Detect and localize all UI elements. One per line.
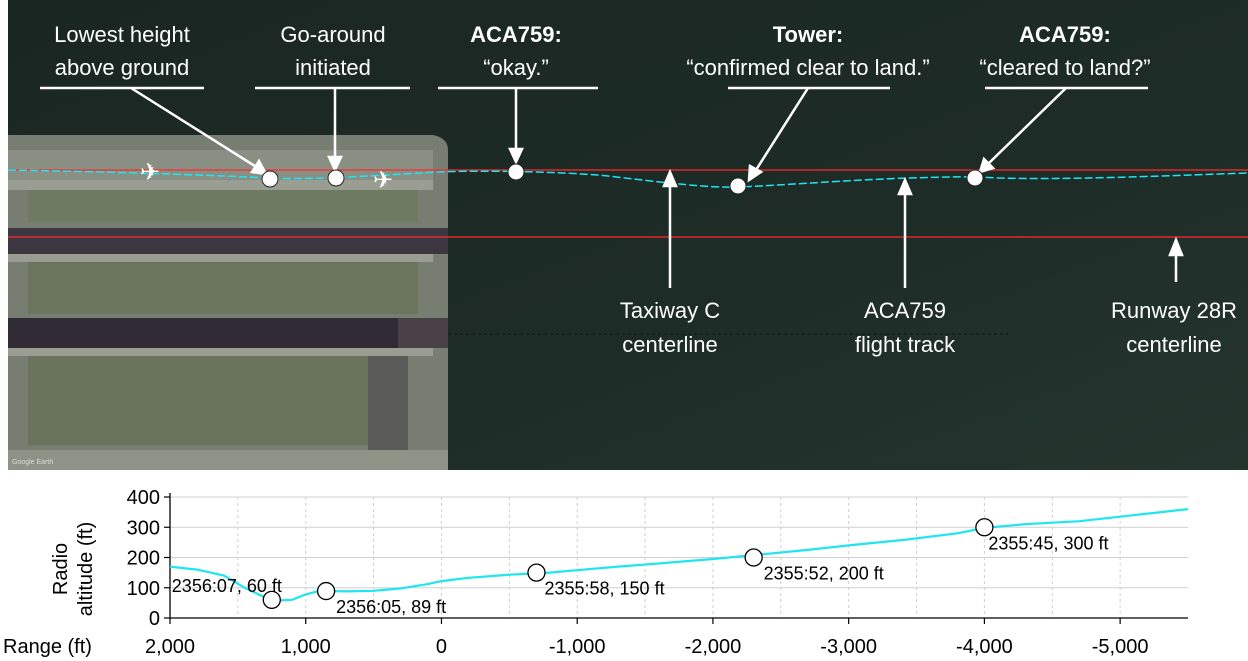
position-marker <box>729 177 747 195</box>
aca759-okay-callout-line1: ACA759: <box>470 22 562 47</box>
y-tick-label: 300 <box>127 517 160 539</box>
position-marker <box>507 163 525 181</box>
y-axis-label-line1: Radio <box>50 543 72 595</box>
position-marker <box>327 169 345 187</box>
data-point-label: 2355:52, 200 ft <box>764 564 884 584</box>
x-tick-label: -1,000 <box>549 636 606 658</box>
tower-callout-line1: Tower: <box>773 22 843 47</box>
attribution-text: Google Earth <box>12 459 53 466</box>
lowest-height-callout-line1: Lowest height <box>54 22 190 47</box>
x-tick-label: 1,000 <box>281 636 331 658</box>
data-point-label: 2355:58, 150 ft <box>544 579 664 599</box>
runway-28r-label-line2: centerline <box>1126 332 1221 357</box>
go-around-callout-line2: initiated <box>295 55 371 80</box>
data-point-marker <box>527 563 546 582</box>
x-tick-label: -3,000 <box>820 636 877 658</box>
x-tick-label: 0 <box>436 636 447 658</box>
runway-28l <box>8 228 448 254</box>
callout-arrow <box>130 86 259 170</box>
position-marker <box>261 170 279 188</box>
chart-tick-labels: 0 100 200 300 400 2,000 1,000 0 -1,000 -2,000 -3,0… <box>127 487 1149 658</box>
aircraft-icon: ✈ <box>140 159 160 186</box>
data-point-label: 2355:45, 300 ft <box>988 533 1108 553</box>
lowest-height-callout-line2: above ground <box>55 55 190 80</box>
aca759-okay-callout-line2: “okay.” <box>483 55 549 80</box>
tower-callout-line2: “confirmed clear to land.” <box>686 55 929 80</box>
altitude-chart: 2356:07, 60 ft 2356:05, 89 ft 2355:58, 150… <box>3 487 1189 658</box>
aerial-photo: ✈ ✈ Lowest height above ground <box>8 0 1248 470</box>
flight-track-label-line2: flight track <box>855 332 956 357</box>
y-axis-label-line2: altitude (ft) <box>75 522 97 616</box>
data-point-marker <box>744 548 763 567</box>
aircraft-icon: ✈ <box>373 167 393 194</box>
data-point-label: 2356:07, 60 ft <box>172 576 282 596</box>
aca759-cleared-callout-line2: “cleared to land?” <box>979 55 1150 80</box>
runway-28r-label-line1: Runway 28R <box>1111 298 1237 323</box>
x-tick-label: 2,000 <box>145 636 195 658</box>
x-tick-label: -5,000 <box>1092 636 1149 658</box>
taxiway-c-label-line1: Taxiway C <box>620 298 720 323</box>
chart-axes <box>164 493 1188 624</box>
chart-grid <box>170 496 1188 618</box>
data-point-marker <box>316 581 336 601</box>
y-tick-label: 100 <box>127 578 160 600</box>
y-tick-label: 400 <box>127 487 160 509</box>
taxiway-c-label-line2: centerline <box>622 332 717 357</box>
runway-28r <box>8 318 448 348</box>
x-tick-label: -2,000 <box>685 636 742 658</box>
x-axis-label: Range (ft) <box>3 636 92 658</box>
callout-arrow <box>987 87 1067 165</box>
x-tick-label: -4,000 <box>956 636 1013 658</box>
data-point-marker <box>975 518 994 537</box>
callout-arrow <box>754 87 810 171</box>
y-tick-label: 200 <box>127 548 160 570</box>
y-tick-label: 0 <box>149 608 160 630</box>
chart-markers: 2356:07, 60 ft 2356:05, 89 ft 2355:58, 150… <box>172 518 1109 617</box>
data-point-label: 2356:05, 89 ft <box>336 597 446 617</box>
flight-track <box>8 169 1248 188</box>
flight-track-label-line1: ACA759 <box>864 298 946 323</box>
airport-landmass <box>8 135 448 470</box>
position-marker <box>966 169 984 187</box>
aca759-cleared-callout-line1: ACA759: <box>1019 22 1111 47</box>
data-point-marker <box>262 590 281 610</box>
go-around-callout-line1: Go-around <box>280 22 385 47</box>
